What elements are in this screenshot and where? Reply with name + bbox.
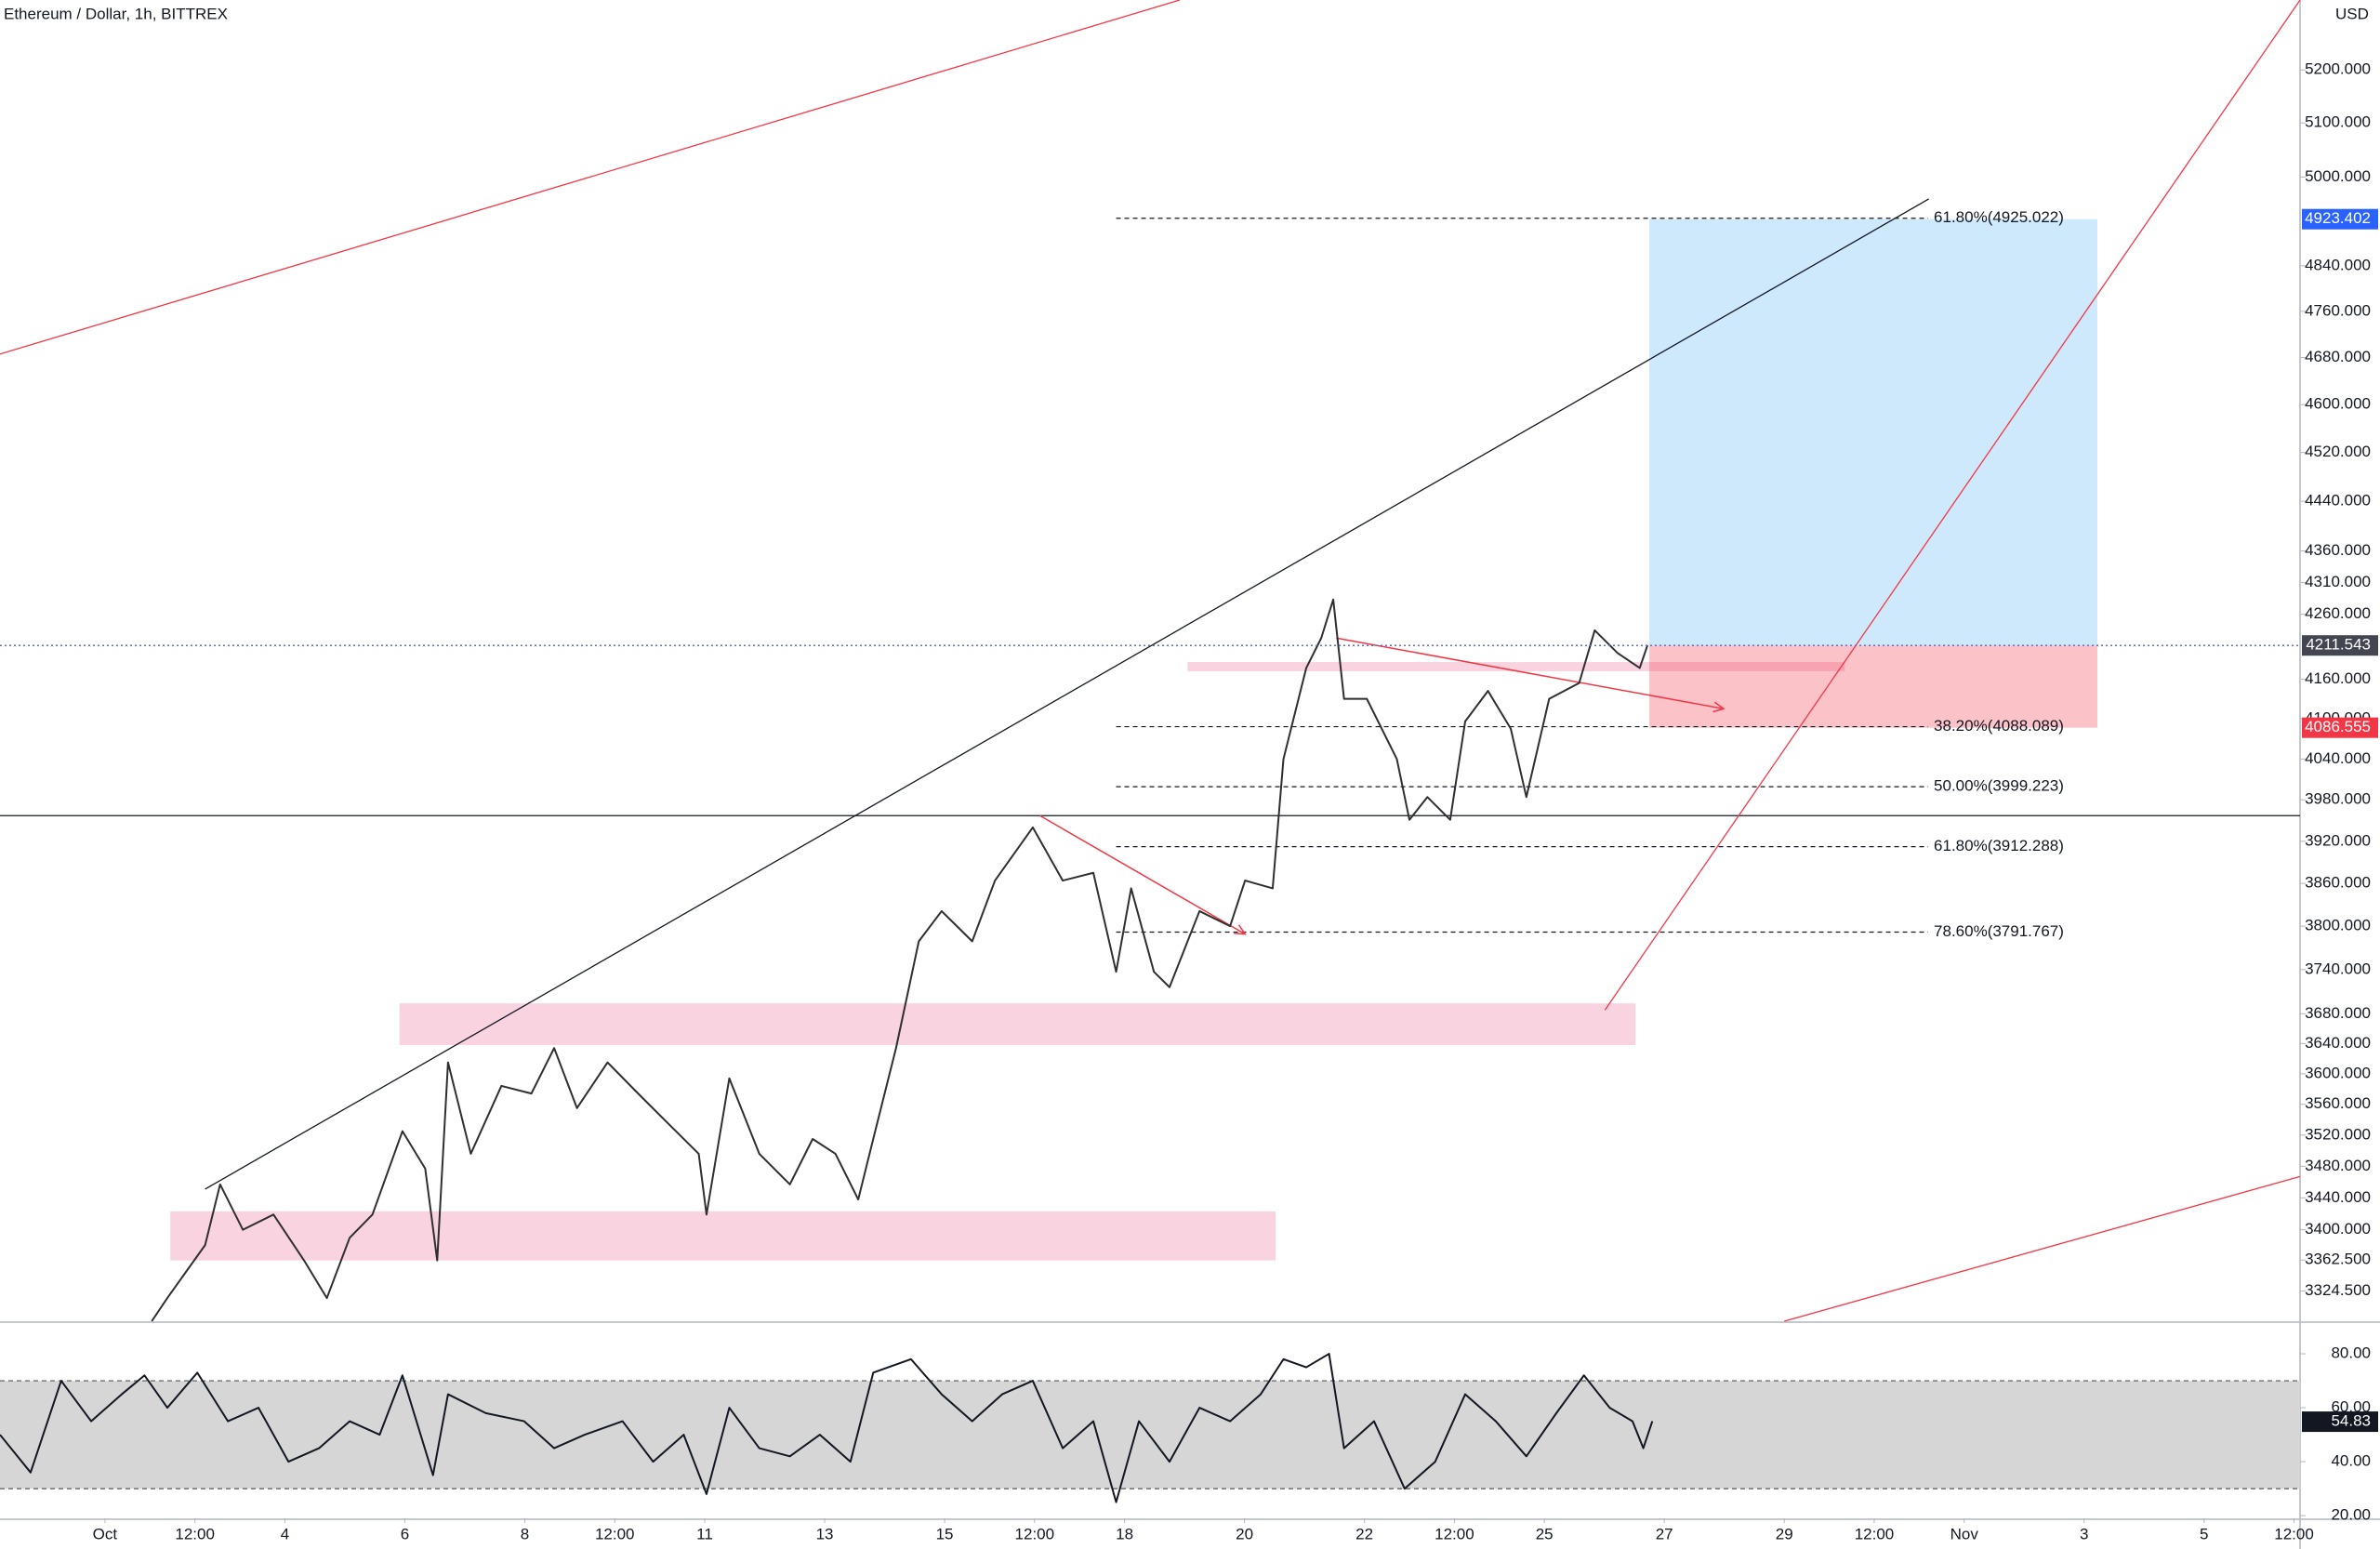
x-tick-label: 8 [521, 1525, 529, 1542]
x-tick-label: 18 [1116, 1525, 1133, 1542]
y-tick-label: 3480.000 [2305, 1157, 2371, 1174]
arrow [1336, 637, 1726, 713]
y-tick-label: 3600.000 [2305, 1064, 2371, 1081]
arrow [1039, 814, 1247, 935]
x-tick-label: 12:00 [1435, 1525, 1474, 1542]
y-tick-label: 3520.000 [2305, 1125, 2371, 1143]
x-tick-label: 12:00 [175, 1525, 215, 1542]
chart-title: Ethereum / Dollar, 1h, BITTREX [4, 5, 228, 22]
price-marker [2302, 717, 2378, 738]
zone [1187, 662, 1845, 671]
y-tick-label: 3680.000 [2305, 1004, 2371, 1022]
x-tick-label: 3 [2080, 1525, 2088, 1542]
x-tick-label: 22 [1355, 1525, 1373, 1542]
zone [170, 1211, 1276, 1261]
trend-line [1784, 1175, 2301, 1322]
x-tick-label: 5 [2200, 1525, 2208, 1542]
rsi-y-tick-label: 60.00 [2331, 1398, 2371, 1416]
y-tick-label: 4760.000 [2305, 301, 2371, 319]
zone [399, 1003, 1636, 1046]
rsi-marker-label: 54.83 [2331, 1412, 2371, 1430]
x-tick-label: 12:00 [1855, 1525, 1895, 1542]
x-tick-label: 27 [1656, 1525, 1673, 1542]
x-tick-label: 29 [1776, 1525, 1793, 1542]
y-tick-label: 3920.000 [2305, 831, 2371, 849]
y-tick-label: 4680.000 [2305, 348, 2371, 365]
x-tick-label: Nov [1950, 1525, 1979, 1542]
fib-label: 78.60%(3791.767) [1934, 922, 2064, 940]
y-tick-label: 5100.000 [2305, 113, 2371, 131]
y-tick-label: 3324.500 [2305, 1281, 2371, 1299]
x-tick-label: 12:00 [1015, 1525, 1055, 1542]
trend-line [205, 198, 1930, 1190]
rsi-y-tick-label: 80.00 [2331, 1344, 2371, 1362]
price-marker [2302, 208, 2378, 230]
price-marker-label: 4923.402 [2305, 209, 2371, 227]
y-tick-label: 3400.000 [2305, 1220, 2371, 1238]
price-marker-label: 4086.555 [2305, 718, 2371, 735]
fib-label: 38.20%(4088.089) [1934, 717, 2064, 735]
trend-line [0, 0, 1181, 355]
y-tick-label: 3362.500 [2305, 1251, 2371, 1268]
y-tick-label: 5000.000 [2305, 167, 2371, 185]
target-zone [1649, 218, 2097, 646]
price-marker-label: 4211.543 [2306, 636, 2371, 654]
y-tick-label: 3800.000 [2305, 917, 2371, 934]
fib-label: 50.00%(3999.223) [1934, 777, 2064, 795]
fib-label: 61.80%(3912.288) [1934, 837, 2064, 854]
y-tick-label: 3640.000 [2305, 1034, 2371, 1052]
y-tick-label: 3980.000 [2305, 790, 2371, 808]
rsi-marker [2302, 1411, 2378, 1433]
trend-line [1604, 0, 2301, 1011]
x-tick-label: 20 [1236, 1525, 1253, 1542]
y-tick-label: 4160.000 [2305, 669, 2371, 687]
y-tick-label: 4440.000 [2305, 492, 2371, 510]
y-tick-label: 4310.000 [2305, 573, 2371, 590]
y-tick-label: 3740.000 [2305, 960, 2371, 977]
price-line [151, 598, 1649, 1322]
x-tick-label: 6 [401, 1525, 409, 1542]
fib-label: 61.80%(4925.022) [1934, 208, 2064, 226]
x-tick-label: 15 [936, 1525, 954, 1542]
y-tick-label: 3560.000 [2305, 1094, 2371, 1112]
rsi-y-tick-label: 20.00 [2331, 1506, 2371, 1524]
x-tick-label: Oct [93, 1525, 118, 1542]
x-tick-label: 12:00 [595, 1525, 635, 1542]
x-tick-label: 11 [696, 1525, 713, 1542]
price-marker [2302, 635, 2378, 656]
y-tick-label: 4520.000 [2305, 443, 2371, 460]
y-tick-label: 4040.000 [2305, 749, 2371, 767]
y-tick-label: 4840.000 [2305, 256, 2371, 273]
currency-label[interactable]: USD [2335, 5, 2369, 22]
y-tick-label: 5200.000 [2305, 60, 2371, 78]
x-tick-label: 4 [281, 1525, 289, 1542]
y-tick-label: 3440.000 [2305, 1188, 2371, 1206]
stop-zone [1649, 645, 2097, 728]
y-tick-label: 4600.000 [2305, 395, 2371, 413]
rsi-y-tick-label: 40.00 [2331, 1452, 2371, 1470]
y-tick-label: 4360.000 [2305, 541, 2371, 559]
x-tick-label: 12:00 [2274, 1525, 2314, 1542]
x-tick-label: 13 [816, 1525, 834, 1542]
rsi-line [0, 1353, 1654, 1503]
y-tick-label: 3860.000 [2305, 874, 2371, 892]
x-tick-label: 25 [1536, 1525, 1554, 1542]
y-tick-label: 4260.000 [2305, 604, 2371, 622]
